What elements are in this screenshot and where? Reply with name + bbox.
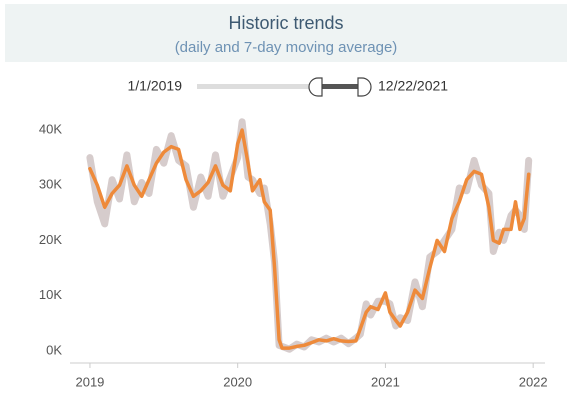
slider-end-label: 12/22/2021 [378, 78, 448, 94]
slider-range [318, 84, 365, 89]
slider-track[interactable] [197, 84, 367, 89]
x-tick-label: 2019 [75, 374, 104, 389]
subtitle: (daily and 7-day moving average) [175, 39, 398, 56]
slider-thumb-start[interactable] [308, 77, 323, 97]
y-tick-label: 0K [46, 342, 62, 357]
header-banner [5, 4, 567, 62]
average-line [88, 128, 531, 350]
x-tick-label: 2020 [223, 374, 252, 389]
slider-thumb-end[interactable] [357, 77, 372, 97]
x-tick-label: 2021 [371, 374, 400, 389]
title: Historic trends [228, 13, 343, 33]
y-tick-label: 40K [39, 121, 62, 136]
y-tick-label: 30K [39, 177, 62, 192]
x-tick-label: 2022 [519, 374, 548, 389]
y-tick-label: 10K [39, 287, 62, 302]
slider-start-label: 1/1/2019 [128, 78, 183, 94]
y-tick-label: 20K [39, 232, 62, 247]
daily-line [86, 118, 533, 353]
